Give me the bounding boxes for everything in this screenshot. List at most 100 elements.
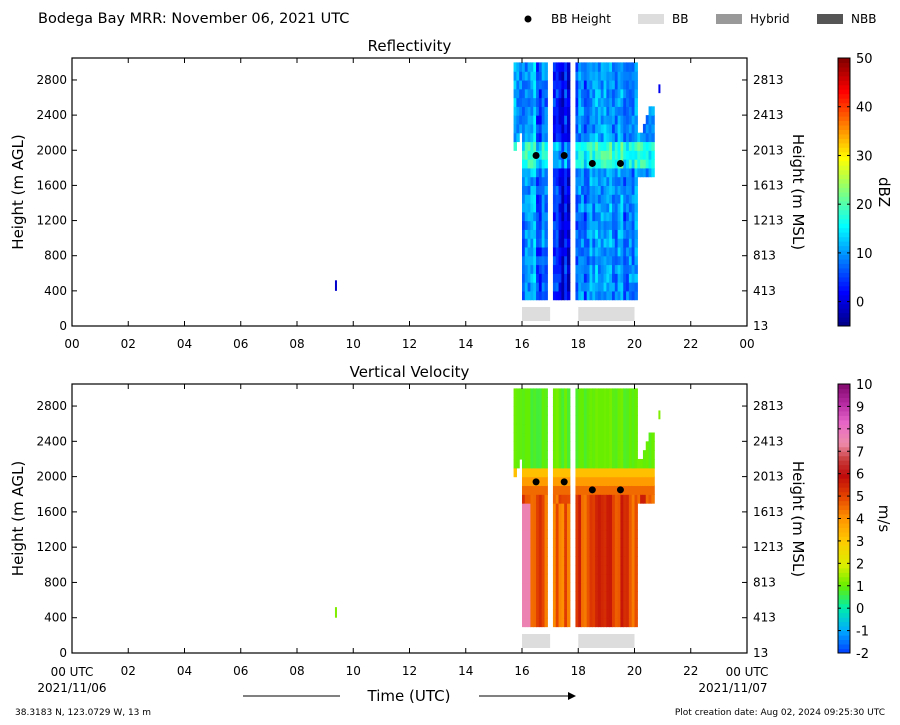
heatmap-cell — [586, 608, 591, 619]
heatmap-cell — [592, 476, 596, 487]
heatmap-cell — [614, 194, 619, 204]
colorbar-segment — [838, 129, 850, 135]
heatmap-cell — [651, 132, 655, 143]
heatmap-cell — [592, 202, 596, 213]
heatmap-cell — [631, 441, 636, 451]
heatmap-cell — [541, 520, 546, 531]
heatmap-cell — [581, 432, 585, 442]
heatmap-cell — [631, 432, 636, 442]
heatmap-cell — [595, 167, 599, 178]
heatmap-cell — [567, 511, 571, 522]
heatmap-cell — [558, 159, 562, 169]
heatmap-cell — [544, 123, 548, 134]
heatmap-cell — [538, 194, 543, 204]
heatmap-cell — [589, 547, 593, 557]
heatmap-cell — [558, 591, 562, 601]
heatmap-cell — [558, 255, 562, 266]
heatmap-cell — [648, 141, 652, 151]
heatmap-cell — [609, 273, 613, 283]
heatmap-cell — [538, 573, 543, 584]
heatmap-cell — [567, 441, 571, 451]
heatmap-cell — [592, 511, 596, 522]
heatmap-cell — [544, 608, 548, 619]
heatmap-cell — [567, 141, 571, 151]
heatmap-cell — [617, 62, 622, 72]
heatmap-cell — [586, 132, 591, 143]
heatmap-cell — [583, 476, 588, 487]
colorbar-segment — [838, 165, 850, 171]
heatmap-cell — [600, 494, 605, 504]
heatmap-cell — [552, 388, 557, 398]
heatmap-cell — [600, 617, 605, 628]
heatmap-cell — [617, 71, 622, 81]
colorbar-tick-label: 5 — [856, 490, 864, 505]
heatmap-cell — [558, 573, 562, 584]
heatmap-cell — [612, 141, 616, 151]
heatmap-cell — [603, 290, 607, 301]
heatmap-cell — [555, 414, 560, 425]
heatmap-cell — [595, 494, 599, 504]
heatmap-cell — [561, 132, 565, 143]
heatmap-cell — [524, 115, 529, 125]
heatmap-cell — [516, 132, 520, 143]
heatmap-cell — [522, 564, 526, 575]
heatmap-cell — [513, 458, 517, 469]
colorbar-segment — [838, 299, 850, 305]
heatmap-cell — [538, 246, 543, 257]
heatmap-cell — [583, 194, 588, 204]
heatmap-cell — [555, 71, 560, 81]
heatmap-cell — [612, 264, 616, 274]
heatmap-cell — [600, 600, 605, 610]
colorbar-segment — [838, 549, 850, 555]
heatmap-cell — [541, 555, 546, 566]
heatmap-cell — [536, 467, 540, 478]
heatmap-cell — [552, 485, 557, 495]
heatmap-cell — [552, 141, 557, 151]
heatmap-cell — [609, 150, 613, 160]
bb-height-marker — [560, 478, 568, 486]
heatmap-cell — [600, 194, 605, 204]
heatmap-cell — [522, 167, 526, 178]
heatmap-cell — [589, 194, 593, 204]
heatmap-cell — [603, 432, 607, 442]
heatmap-cell — [541, 290, 546, 301]
heatmap-cell — [597, 511, 602, 522]
heatmap-cell — [595, 79, 599, 90]
heatmap-cell — [578, 185, 582, 195]
y-tick-label-right: 1613 — [753, 178, 784, 192]
heatmap-cell — [530, 467, 534, 478]
heatmap-cell — [634, 150, 638, 160]
heatmap-cell — [612, 476, 616, 487]
heatmap-cell — [555, 617, 560, 628]
heatmap-cell — [626, 520, 630, 531]
heatmap-cell — [544, 555, 548, 566]
heatmap-cell — [524, 238, 529, 248]
heatmap-cell — [561, 397, 565, 407]
y-tick-label: 1600 — [36, 505, 67, 519]
heatmap-cell — [648, 476, 652, 487]
heatmap-cell — [592, 290, 596, 301]
heatmap-cell — [623, 432, 627, 442]
heatmap-cell — [592, 115, 596, 125]
heatmap-cell — [536, 246, 540, 257]
heatmap-cell — [589, 388, 593, 398]
heatmap-cell — [617, 290, 622, 301]
heatmap-cell — [589, 476, 593, 487]
heatmap-cell — [634, 388, 638, 398]
heatmap-cell — [606, 511, 610, 522]
heatmap-cell — [538, 388, 543, 398]
heatmap-cell — [552, 476, 557, 487]
heatmap-cell — [567, 538, 571, 548]
heatmap-cell — [552, 194, 557, 204]
heatmap-cell — [527, 600, 532, 610]
colorbar-segment — [838, 169, 850, 175]
heatmap-cell — [530, 62, 534, 72]
heatmap-cell — [552, 176, 557, 187]
heatmap-cell — [552, 547, 557, 557]
heatmap-cell — [628, 441, 633, 451]
heatmap-cell — [524, 290, 529, 301]
heatmap-cell — [558, 441, 562, 451]
heatmap-cell — [541, 397, 546, 407]
heatmap-cell — [612, 503, 616, 513]
heatmap-cell — [527, 150, 532, 160]
